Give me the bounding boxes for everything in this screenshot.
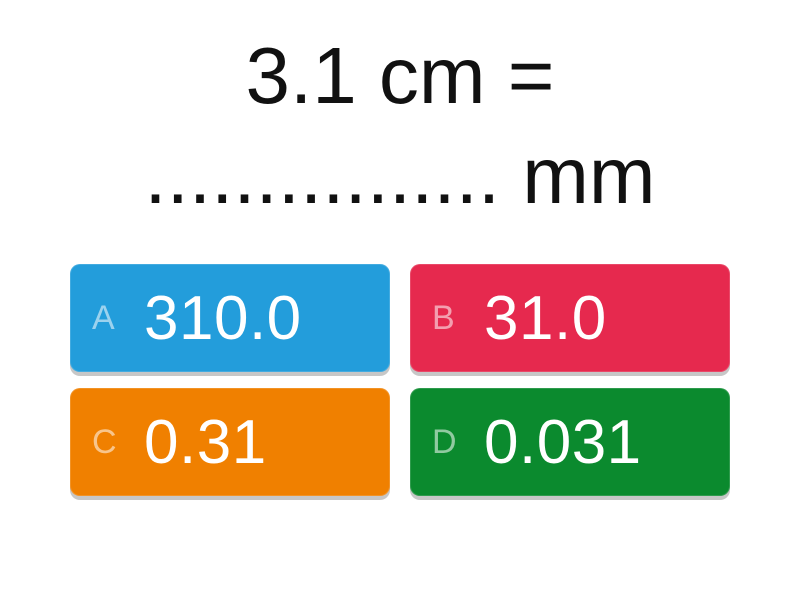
quiz-container: 3.1 cm = ................ mm A 310.0 B 3…	[0, 0, 800, 600]
answers-grid: A 310.0 B 31.0 C 0.31 D 0.031	[70, 264, 730, 496]
option-value: 0.031	[484, 407, 642, 478]
option-value: 0.31	[144, 407, 267, 478]
option-letter: A	[92, 299, 122, 338]
option-letter: C	[92, 423, 122, 462]
option-letter: D	[432, 423, 462, 462]
option-d[interactable]: D 0.031	[410, 388, 730, 496]
option-value: 310.0	[144, 283, 302, 354]
question-line2: ................ mm	[144, 131, 655, 220]
option-letter: B	[432, 299, 462, 338]
option-b[interactable]: B 31.0	[410, 264, 730, 372]
option-a[interactable]: A 310.0	[70, 264, 390, 372]
question-line1: 3.1 cm =	[245, 31, 554, 120]
option-c[interactable]: C 0.31	[70, 388, 390, 496]
question-text: 3.1 cm = ................ mm	[144, 26, 655, 226]
option-value: 31.0	[484, 283, 607, 354]
